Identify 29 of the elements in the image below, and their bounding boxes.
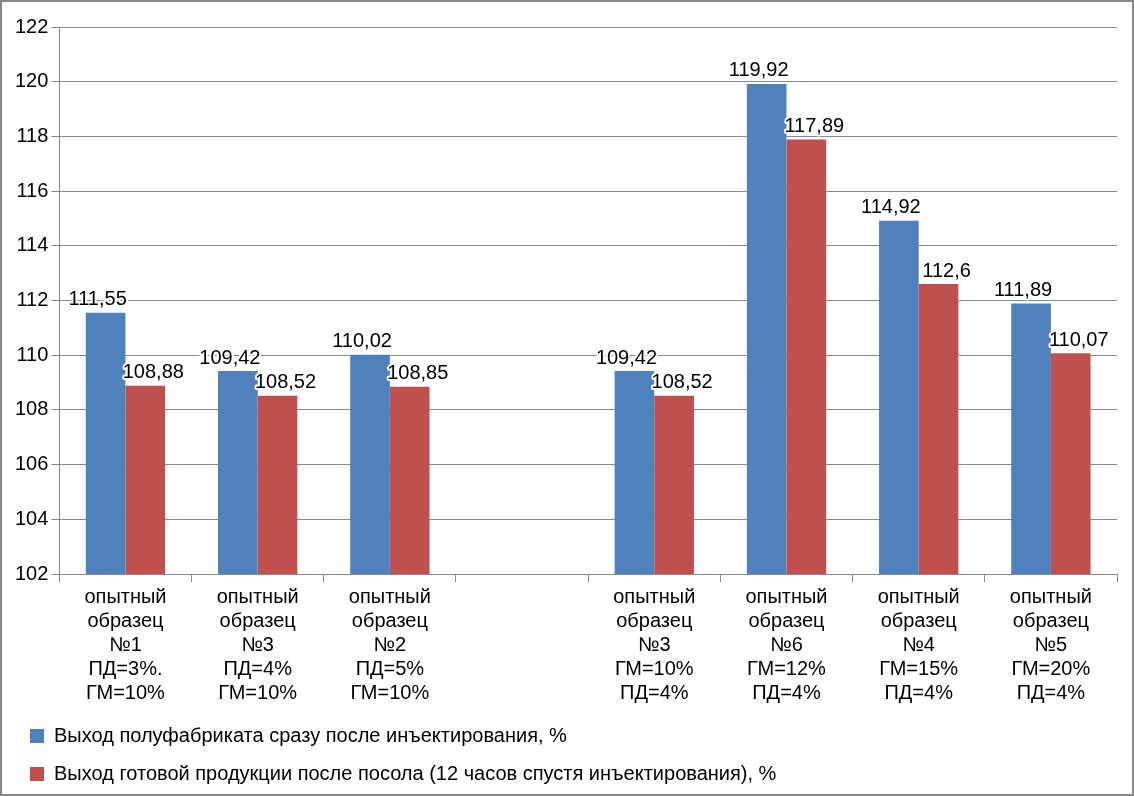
- y-tick-label: 118: [16, 123, 49, 146]
- data-label: 112,6: [922, 258, 971, 281]
- data-label: 119,92: [728, 58, 789, 81]
- y-tick-label: 122: [14, 14, 49, 37]
- x-tick-label: опытный образец №1 ПД=3%. ГМ=10%: [84, 584, 167, 703]
- data-label: 117,89: [784, 113, 845, 136]
- y-tick-label: 110: [16, 342, 49, 365]
- y-tick-label: 108: [14, 397, 49, 420]
- y-tick-label: 116: [16, 178, 49, 201]
- data-label: 114,92: [861, 195, 921, 218]
- x-tick-label: опытный образец №3 ГМ=10% ПД=4%: [613, 584, 696, 703]
- y-tick-label: 104: [14, 506, 49, 529]
- y-tick-label: 114: [16, 233, 49, 256]
- x-tick-label: опытный образец №3 ПД=4% ГМ=10%: [216, 584, 299, 703]
- y-tick-label: 102: [14, 561, 49, 584]
- data-label: 111,89: [993, 278, 1053, 301]
- data-label: 109,42: [199, 345, 261, 368]
- legend-label: Выход полуфабриката сразу после инъектирования, %: [54, 723, 568, 746]
- y-tick-label: 112: [16, 288, 49, 311]
- x-tick-label: опытный образец №5 ГМ=20% ПД=4%: [1009, 584, 1092, 703]
- y-tick-label: 106: [14, 452, 49, 475]
- data-label: 111,55: [68, 287, 127, 310]
- legend-label: Выход готовой продукции после посола (12 часов спустя инъектирования), %: [54, 761, 777, 784]
- data-label: 110,02: [332, 329, 392, 352]
- y-tick-label: 120: [14, 69, 49, 92]
- x-tick-label: опытный образец №2 ПД=5% ГМ=10%: [348, 584, 431, 703]
- x-tick-label: опытный образец №4 ГМ=15% ПД=4%: [877, 584, 960, 703]
- data-label: 109,42: [595, 345, 658, 368]
- x-tick-label: опытный образец №6 ГМ=12% ПД=4%: [745, 584, 828, 703]
